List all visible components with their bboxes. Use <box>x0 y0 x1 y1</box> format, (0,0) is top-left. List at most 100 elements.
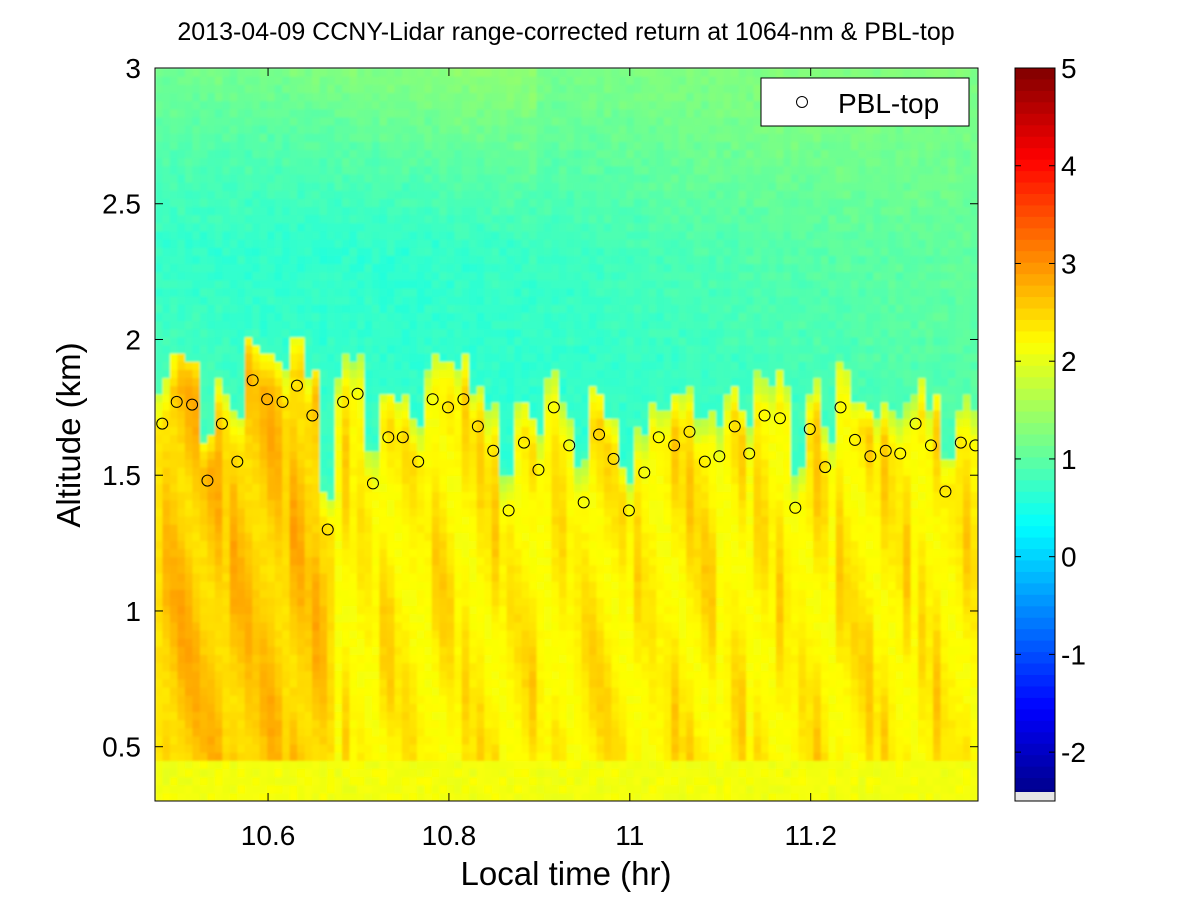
heatmap-cell <box>304 621 313 631</box>
heatmap-cell <box>177 727 186 737</box>
heatmap-cell <box>424 784 433 794</box>
heatmap-cell <box>476 483 485 493</box>
heatmap-cell <box>491 727 500 737</box>
heatmap-cell <box>259 344 268 354</box>
heatmap-cell <box>282 540 291 550</box>
heatmap-cell <box>529 458 538 468</box>
heatmap-cell <box>484 532 493 541</box>
heatmap-cell <box>386 768 396 778</box>
heatmap-cell <box>491 426 500 436</box>
heatmap-cell <box>259 515 268 525</box>
heatmap-cell <box>469 377 478 387</box>
heatmap-cell <box>469 255 478 265</box>
heatmap-cell <box>297 499 306 509</box>
heatmap-cell <box>559 108 568 118</box>
chart-title: 2013-04-09 CCNY-Lidar range-corrected re… <box>177 18 954 46</box>
heatmap-cell <box>207 654 216 664</box>
heatmap-cell <box>252 165 261 175</box>
heatmap-cell <box>394 410 403 419</box>
heatmap-cell <box>327 230 336 240</box>
heatmap-cell <box>162 401 171 411</box>
heatmap-cell <box>559 662 568 672</box>
heatmap-cell <box>312 173 321 183</box>
heatmap-cell <box>401 686 410 696</box>
heatmap-cell <box>544 263 553 273</box>
heatmap-cell <box>386 108 396 118</box>
heatmap-cell <box>401 304 410 313</box>
heatmap-cell <box>192 629 201 639</box>
heatmap-cell <box>289 564 298 574</box>
heatmap-cell <box>476 450 485 460</box>
heatmap-cell <box>476 214 485 224</box>
heatmap-cell <box>484 401 493 411</box>
heatmap-cell <box>521 458 530 468</box>
heatmap-cell <box>289 418 298 427</box>
heatmap-cell <box>207 296 216 305</box>
heatmap-cell <box>192 613 201 623</box>
heatmap-cell <box>244 499 253 509</box>
heatmap-cell <box>267 369 276 379</box>
heatmap-cell <box>222 92 231 102</box>
heatmap-cell <box>319 84 328 94</box>
heatmap-cell <box>536 491 545 501</box>
heatmap-cell <box>282 581 291 590</box>
heatmap-cell <box>304 255 313 265</box>
heatmap-cell <box>499 116 508 126</box>
heatmap-cell <box>327 719 336 729</box>
heatmap-cell <box>529 401 538 411</box>
heatmap-cell <box>371 442 381 452</box>
heatmap-cell <box>394 507 403 517</box>
heatmap-cell <box>229 320 238 330</box>
heatmap-cell <box>312 792 321 801</box>
heatmap-cell <box>364 686 373 696</box>
heatmap-cell <box>484 353 493 362</box>
heatmap-cell <box>394 312 403 322</box>
heatmap-cell <box>469 499 478 509</box>
heatmap-cell <box>469 524 478 533</box>
heatmap-cell <box>371 296 381 305</box>
heatmap-cell <box>334 760 343 770</box>
heatmap-cell <box>364 442 373 452</box>
heatmap-cell <box>371 68 381 77</box>
heatmap-cell <box>259 597 268 607</box>
heatmap-cell <box>454 646 463 655</box>
heatmap-cell <box>237 760 246 770</box>
heatmap-cell <box>259 141 268 151</box>
heatmap-cell <box>484 434 493 444</box>
heatmap-cell <box>409 377 418 387</box>
heatmap-cell <box>364 385 373 395</box>
heatmap-cell <box>461 296 470 305</box>
heatmap-cell <box>551 353 560 362</box>
heatmap-cell <box>199 100 208 110</box>
heatmap-cell <box>461 182 470 191</box>
heatmap-cell <box>529 312 538 322</box>
heatmap-cell <box>416 450 425 460</box>
heatmap-cell <box>184 361 194 370</box>
heatmap-cell <box>536 353 545 362</box>
heatmap-cell <box>476 206 485 216</box>
heatmap-cell <box>521 532 530 541</box>
heatmap-cell <box>192 141 201 151</box>
heatmap-cell <box>551 572 560 582</box>
heatmap-cell <box>506 695 515 704</box>
heatmap-cell <box>544 190 553 199</box>
heatmap-cell <box>192 100 201 110</box>
heatmap-cell <box>536 581 545 590</box>
heatmap-cell <box>536 198 545 208</box>
heatmap-cell <box>297 206 306 216</box>
heatmap-cell <box>222 695 231 704</box>
heatmap-cell <box>409 621 418 631</box>
heatmap-cell <box>289 369 298 379</box>
heatmap-cell <box>371 727 381 737</box>
heatmap-cell <box>327 743 336 753</box>
heatmap-cell <box>446 385 455 395</box>
heatmap-cell <box>155 320 164 330</box>
heatmap-cell <box>386 743 396 753</box>
heatmap-cell <box>559 190 568 199</box>
heatmap-cell <box>416 312 425 322</box>
heatmap-cell <box>229 670 238 680</box>
heatmap-cell <box>476 613 485 623</box>
heatmap-cell <box>289 507 298 517</box>
heatmap-cell <box>409 727 418 737</box>
heatmap-cell <box>521 646 530 655</box>
